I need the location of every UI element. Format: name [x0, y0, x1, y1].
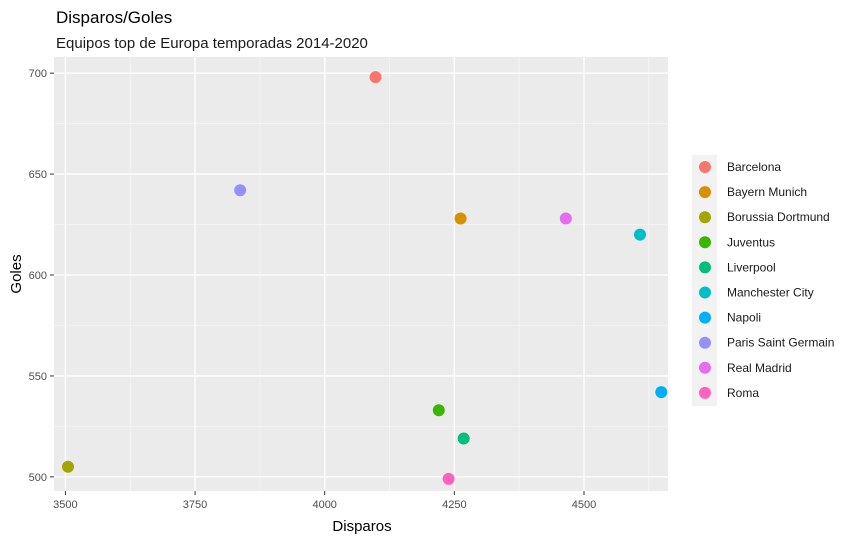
chart-title: Disparos/Goles: [56, 8, 172, 27]
legend-key: [699, 386, 711, 399]
legend-label: Juventus: [727, 235, 775, 249]
y-tick-label: 500: [29, 472, 47, 484]
legend-label: Roma: [727, 386, 759, 400]
legend-label: Paris Saint Germain: [727, 336, 834, 350]
y-tick-label: 650: [29, 169, 47, 181]
legend-label: Napoli: [727, 311, 761, 325]
data-point: [234, 184, 247, 197]
data-point: [454, 212, 467, 225]
x-tick-label: 4000: [312, 499, 336, 511]
legend-label: Liverpool: [727, 260, 776, 274]
x-tick-label: 4500: [572, 499, 596, 511]
major-gridlines: [54, 57, 668, 491]
legend-label: Manchester City: [727, 286, 814, 300]
data-point: [432, 404, 445, 417]
y-tick-label: 600: [29, 270, 47, 282]
y-tick-label: 550: [29, 371, 47, 383]
data-point: [442, 472, 455, 485]
data-points: [62, 71, 668, 485]
x-tick-label: 3750: [183, 499, 207, 511]
data-point: [633, 228, 646, 241]
legend-label: Real Madrid: [727, 361, 792, 375]
x-tick-label: 4250: [442, 499, 466, 511]
legend-key: [699, 261, 711, 274]
legend-label: Barcelona: [727, 160, 781, 174]
legend-key: [699, 161, 711, 173]
legend-key: [699, 236, 711, 249]
legend: Barcelona Bayern Munich Borussia Dortmund J…: [699, 160, 834, 400]
plot-panel: [54, 57, 668, 491]
legend-label: Bayern Munich: [727, 185, 807, 199]
legend-label: Borussia Dortmund: [727, 210, 830, 224]
data-point: [369, 71, 382, 84]
legend-key: [699, 311, 711, 324]
chart-subtitle: Equipos top de Europa temporadas 2014-20…: [56, 35, 368, 52]
x-tick-label: 3500: [53, 499, 77, 511]
legend-key: [699, 186, 711, 199]
x-axis-label: Disparos: [332, 518, 391, 535]
legend-key: [699, 336, 711, 349]
legend-key: [699, 361, 711, 374]
legend-key: [699, 211, 711, 224]
legend-key: [699, 286, 711, 299]
minor-gridlines: [54, 57, 668, 491]
data-point: [559, 212, 572, 225]
y-tick-label: 700: [29, 68, 47, 80]
data-point: [655, 386, 668, 399]
y-axis-label: Goles: [8, 254, 25, 293]
data-point: [457, 432, 470, 445]
data-point: [62, 460, 75, 473]
x-axis-ticks: 3500 3750 4000 4250 4500: [53, 491, 596, 511]
y-axis-ticks: 500 550 600 650 700: [29, 68, 54, 484]
